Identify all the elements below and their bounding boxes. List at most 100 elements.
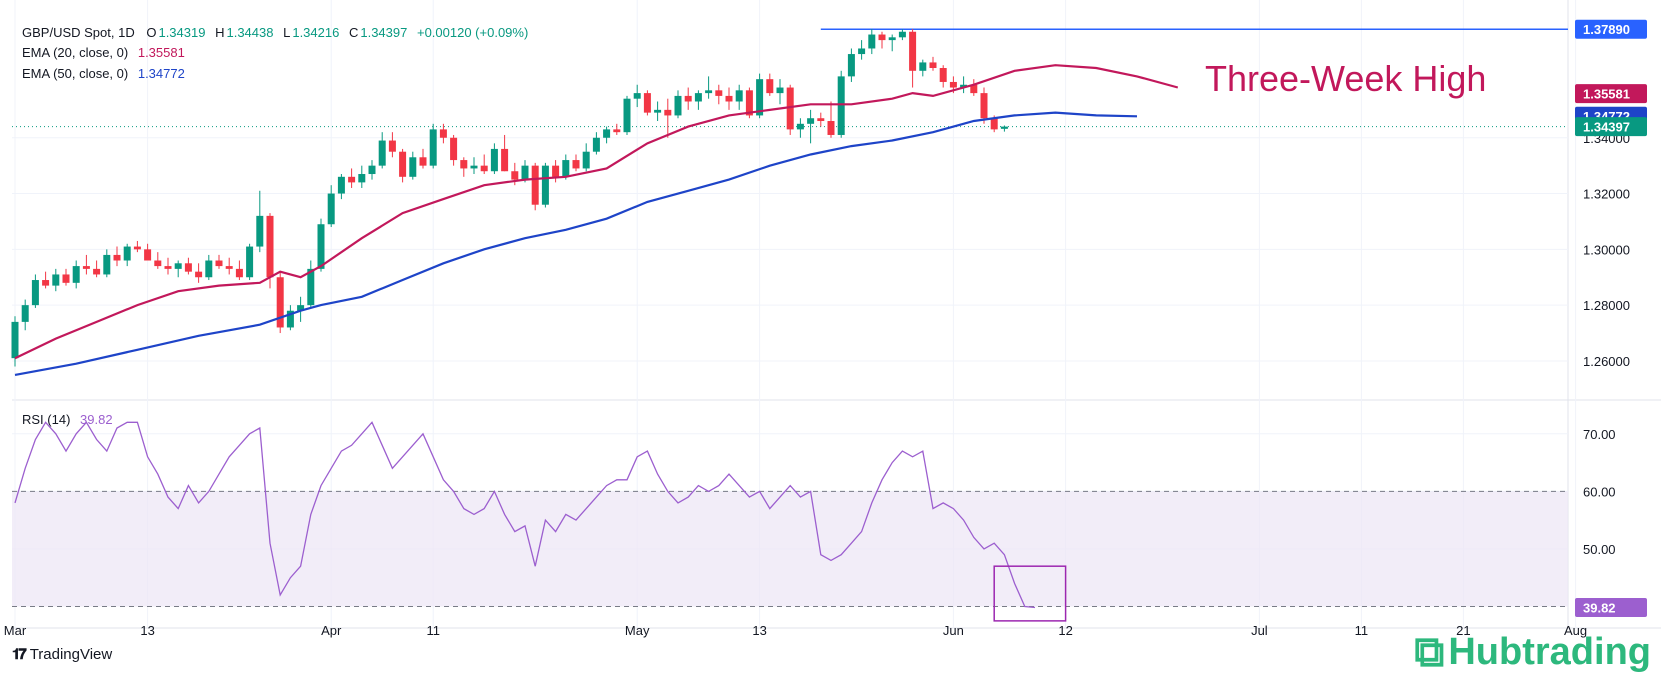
price-tick-label: 1.28000 [1583,298,1630,313]
low-value: 1.34216 [292,25,340,40]
candle-body [929,62,937,69]
candle-body [868,34,876,49]
ema-lines [14,64,1179,376]
tradingview-logo[interactable]: 𝟏𝟕 TradingView [12,646,112,663]
candle-body [52,274,60,286]
ema50-label: EMA (50, close, 0) [22,66,129,81]
close-value: 1.34397 [360,25,408,40]
candle-body [11,321,19,359]
candle [684,87,692,110]
candle [664,98,672,138]
candle-body [582,151,590,169]
candle [62,268,70,286]
candle-body [307,268,315,306]
candle [827,101,835,138]
candle [409,151,417,180]
hubtrading-icon: ⧉ [1414,628,1445,675]
rsi-tick-label: 50.00 [1583,542,1616,557]
candle [776,79,784,105]
candle [123,243,131,267]
candle-body [164,266,172,269]
candle [980,87,988,124]
candle-body [276,277,284,328]
candle [31,274,39,308]
candle [205,254,213,281]
candle [552,160,560,183]
price-tag-last-text: 1.34397 [1583,120,1630,135]
candle-body [174,263,182,269]
candle [715,84,723,105]
candle-body [592,137,600,152]
candle-body [613,129,621,133]
candle-body [297,305,305,311]
candle [113,246,121,267]
candle-body [31,280,39,306]
candle-body [429,129,437,166]
candle-body [42,280,50,286]
candle [388,132,396,158]
candle-body [93,268,101,275]
candle [735,84,743,110]
candle [93,260,101,278]
candle [613,123,621,135]
candle-body [654,109,662,113]
candle [847,48,855,82]
candle [807,109,815,144]
candle-body [715,90,723,96]
candle [888,34,896,52]
price-tag-high-text: 1.37890 [1583,22,1630,37]
candle [82,254,90,275]
symbol-header: GBP/USD Spot, 1D O 1.34319 H 1.34438 L 1.34… [22,25,528,40]
candle [919,59,927,77]
ema50-legend[interactable]: EMA (50, close, 0) 1.34772 [22,66,185,81]
candle [725,87,733,110]
candle-body [603,129,611,138]
rsi-line [14,421,1067,622]
candle-body [460,160,468,169]
candle-body [694,93,702,102]
candle-body [756,79,764,116]
ema50-line [14,111,1138,376]
candle-body [786,87,794,130]
change-value: +0.00120 (+0.09%) [416,25,529,40]
rsi-legend[interactable]: RSI (14) 39.82 [22,412,113,427]
candle [286,305,294,331]
candle-body [246,246,254,278]
candle [195,263,203,283]
time-tick-label: May [625,623,650,638]
rsi-tag-last: 39.82 [1575,598,1647,618]
candle-body [878,34,886,41]
tradingview-icon: 𝟏𝟕 [12,646,27,663]
candle-body [990,118,998,130]
candle-body [286,310,294,328]
price-tick-label: 1.30000 [1583,242,1630,257]
candle [766,73,774,96]
rsi-tick-label: 60.00 [1583,484,1616,499]
candle-body [766,79,774,94]
candle-body [745,90,753,116]
candle-body [388,140,396,152]
time-tick-label: 11 [1355,623,1369,638]
candle [276,271,284,334]
ema20-value: 1.35581 [137,45,185,60]
candle [266,213,274,289]
rsi-band-fill [12,491,1568,607]
candle [368,160,376,180]
time-tick-label: Apr [321,623,342,638]
candle-body [62,274,70,283]
candle-body [562,160,570,177]
candle [399,148,407,183]
candle-body [898,31,906,38]
candle-body [450,137,458,161]
candle [164,257,172,275]
price-tag-high: 1.37890 [1575,19,1647,39]
candle-body [490,148,498,172]
candle-body [919,62,927,71]
candle [460,157,468,177]
candle [603,126,611,144]
ema20-legend[interactable]: EMA (20, close, 0) 1.35581 [22,45,185,60]
candle [939,65,947,88]
candle-body [399,151,407,177]
candle [297,296,305,322]
